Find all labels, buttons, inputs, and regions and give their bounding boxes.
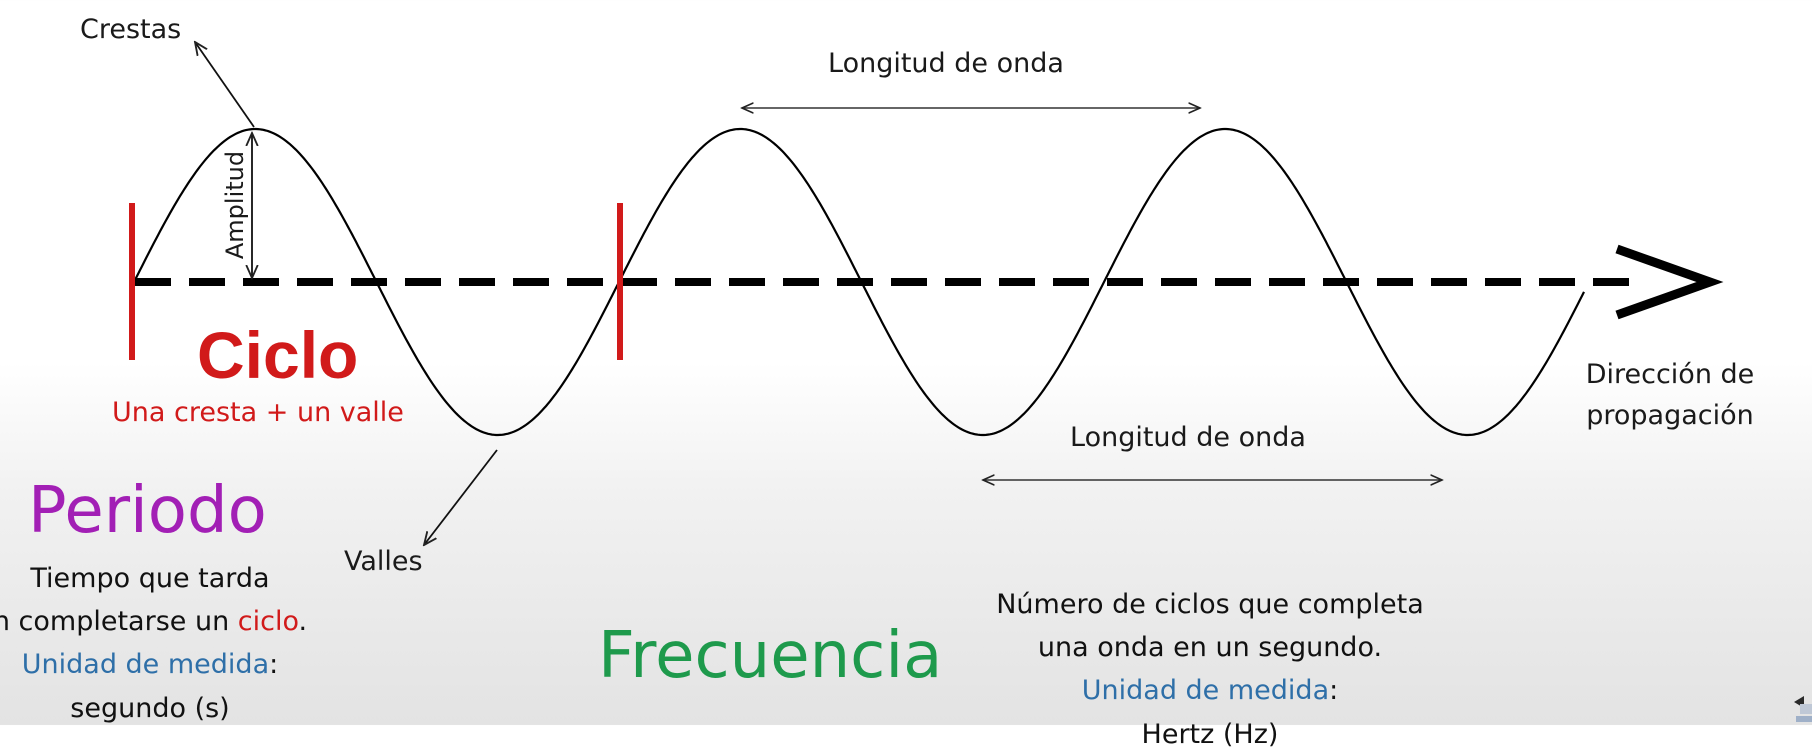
- period-description: Tiempo que tarda n completarse un ciclo.…: [0, 557, 310, 730]
- arrow-right-icon: [1615, 244, 1724, 320]
- wave-diagram: Amplitud: [129, 0, 1812, 722]
- logo-icon: [1794, 696, 1812, 722]
- frequency-unit-value: Hertz (Hz): [1141, 718, 1279, 750]
- cycle-title: Ciclo: [197, 318, 359, 392]
- frequency-title: Frecuencia: [598, 619, 943, 693]
- frequency-unit-line: Unidad de medida:: [960, 669, 1460, 712]
- period-description-line2: n completarse un ciclo.: [0, 600, 310, 643]
- cycle-subtitle: Una cresta + un valle: [112, 397, 404, 428]
- period-description-line1: Tiempo que tarda: [30, 563, 270, 594]
- propagation-direction-line2: propagación: [1586, 399, 1754, 431]
- frequency-description: Número de ciclos que completa una onda e…: [960, 583, 1460, 756]
- crests-label: Crestas: [80, 14, 182, 45]
- frequency-description-line2: una onda en un segundo.: [1037, 632, 1383, 664]
- period-ciclo-highlight: ciclo: [237, 606, 299, 638]
- frequency-unit-label: Unidad de medida: [1081, 675, 1330, 707]
- wavelength-label-top: Longitud de onda: [828, 48, 1064, 79]
- period-unit-line: Unidad de medida:: [0, 643, 310, 686]
- period-title: Periodo: [28, 474, 267, 548]
- period-unit-value: segundo (s): [70, 692, 230, 724]
- period-line2-text: n completarse un: [0, 606, 238, 638]
- valleys-label: Valles: [344, 546, 423, 577]
- period-unit-label: Unidad de medida: [21, 649, 270, 681]
- amplitude-label: Amplitud: [221, 151, 249, 259]
- sine-wave: [133, 127, 1585, 437]
- wavelength-label-bottom: Longitud de onda: [1070, 422, 1306, 453]
- period-unit-colon: :: [269, 649, 279, 681]
- propagation-direction-line1: Dirección de: [1585, 359, 1755, 390]
- frequency-unit-colon: :: [1329, 675, 1339, 707]
- frequency-description-line1: Número de ciclos que completa: [996, 589, 1424, 620]
- propagation-direction-label: Dirección de propagación: [1570, 355, 1770, 436]
- period-line2-period: .: [298, 606, 308, 638]
- crest-pointer: [195, 42, 255, 128]
- valley-pointer: [424, 449, 498, 545]
